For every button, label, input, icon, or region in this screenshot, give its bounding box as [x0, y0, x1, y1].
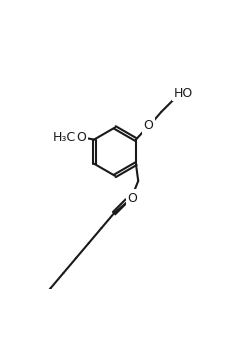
Text: O: O — [127, 192, 137, 205]
Text: O: O — [143, 119, 153, 132]
Text: O: O — [76, 131, 86, 144]
Text: N: N — [128, 191, 138, 204]
Text: H₃C: H₃C — [52, 131, 75, 144]
Text: HO: HO — [173, 87, 192, 100]
